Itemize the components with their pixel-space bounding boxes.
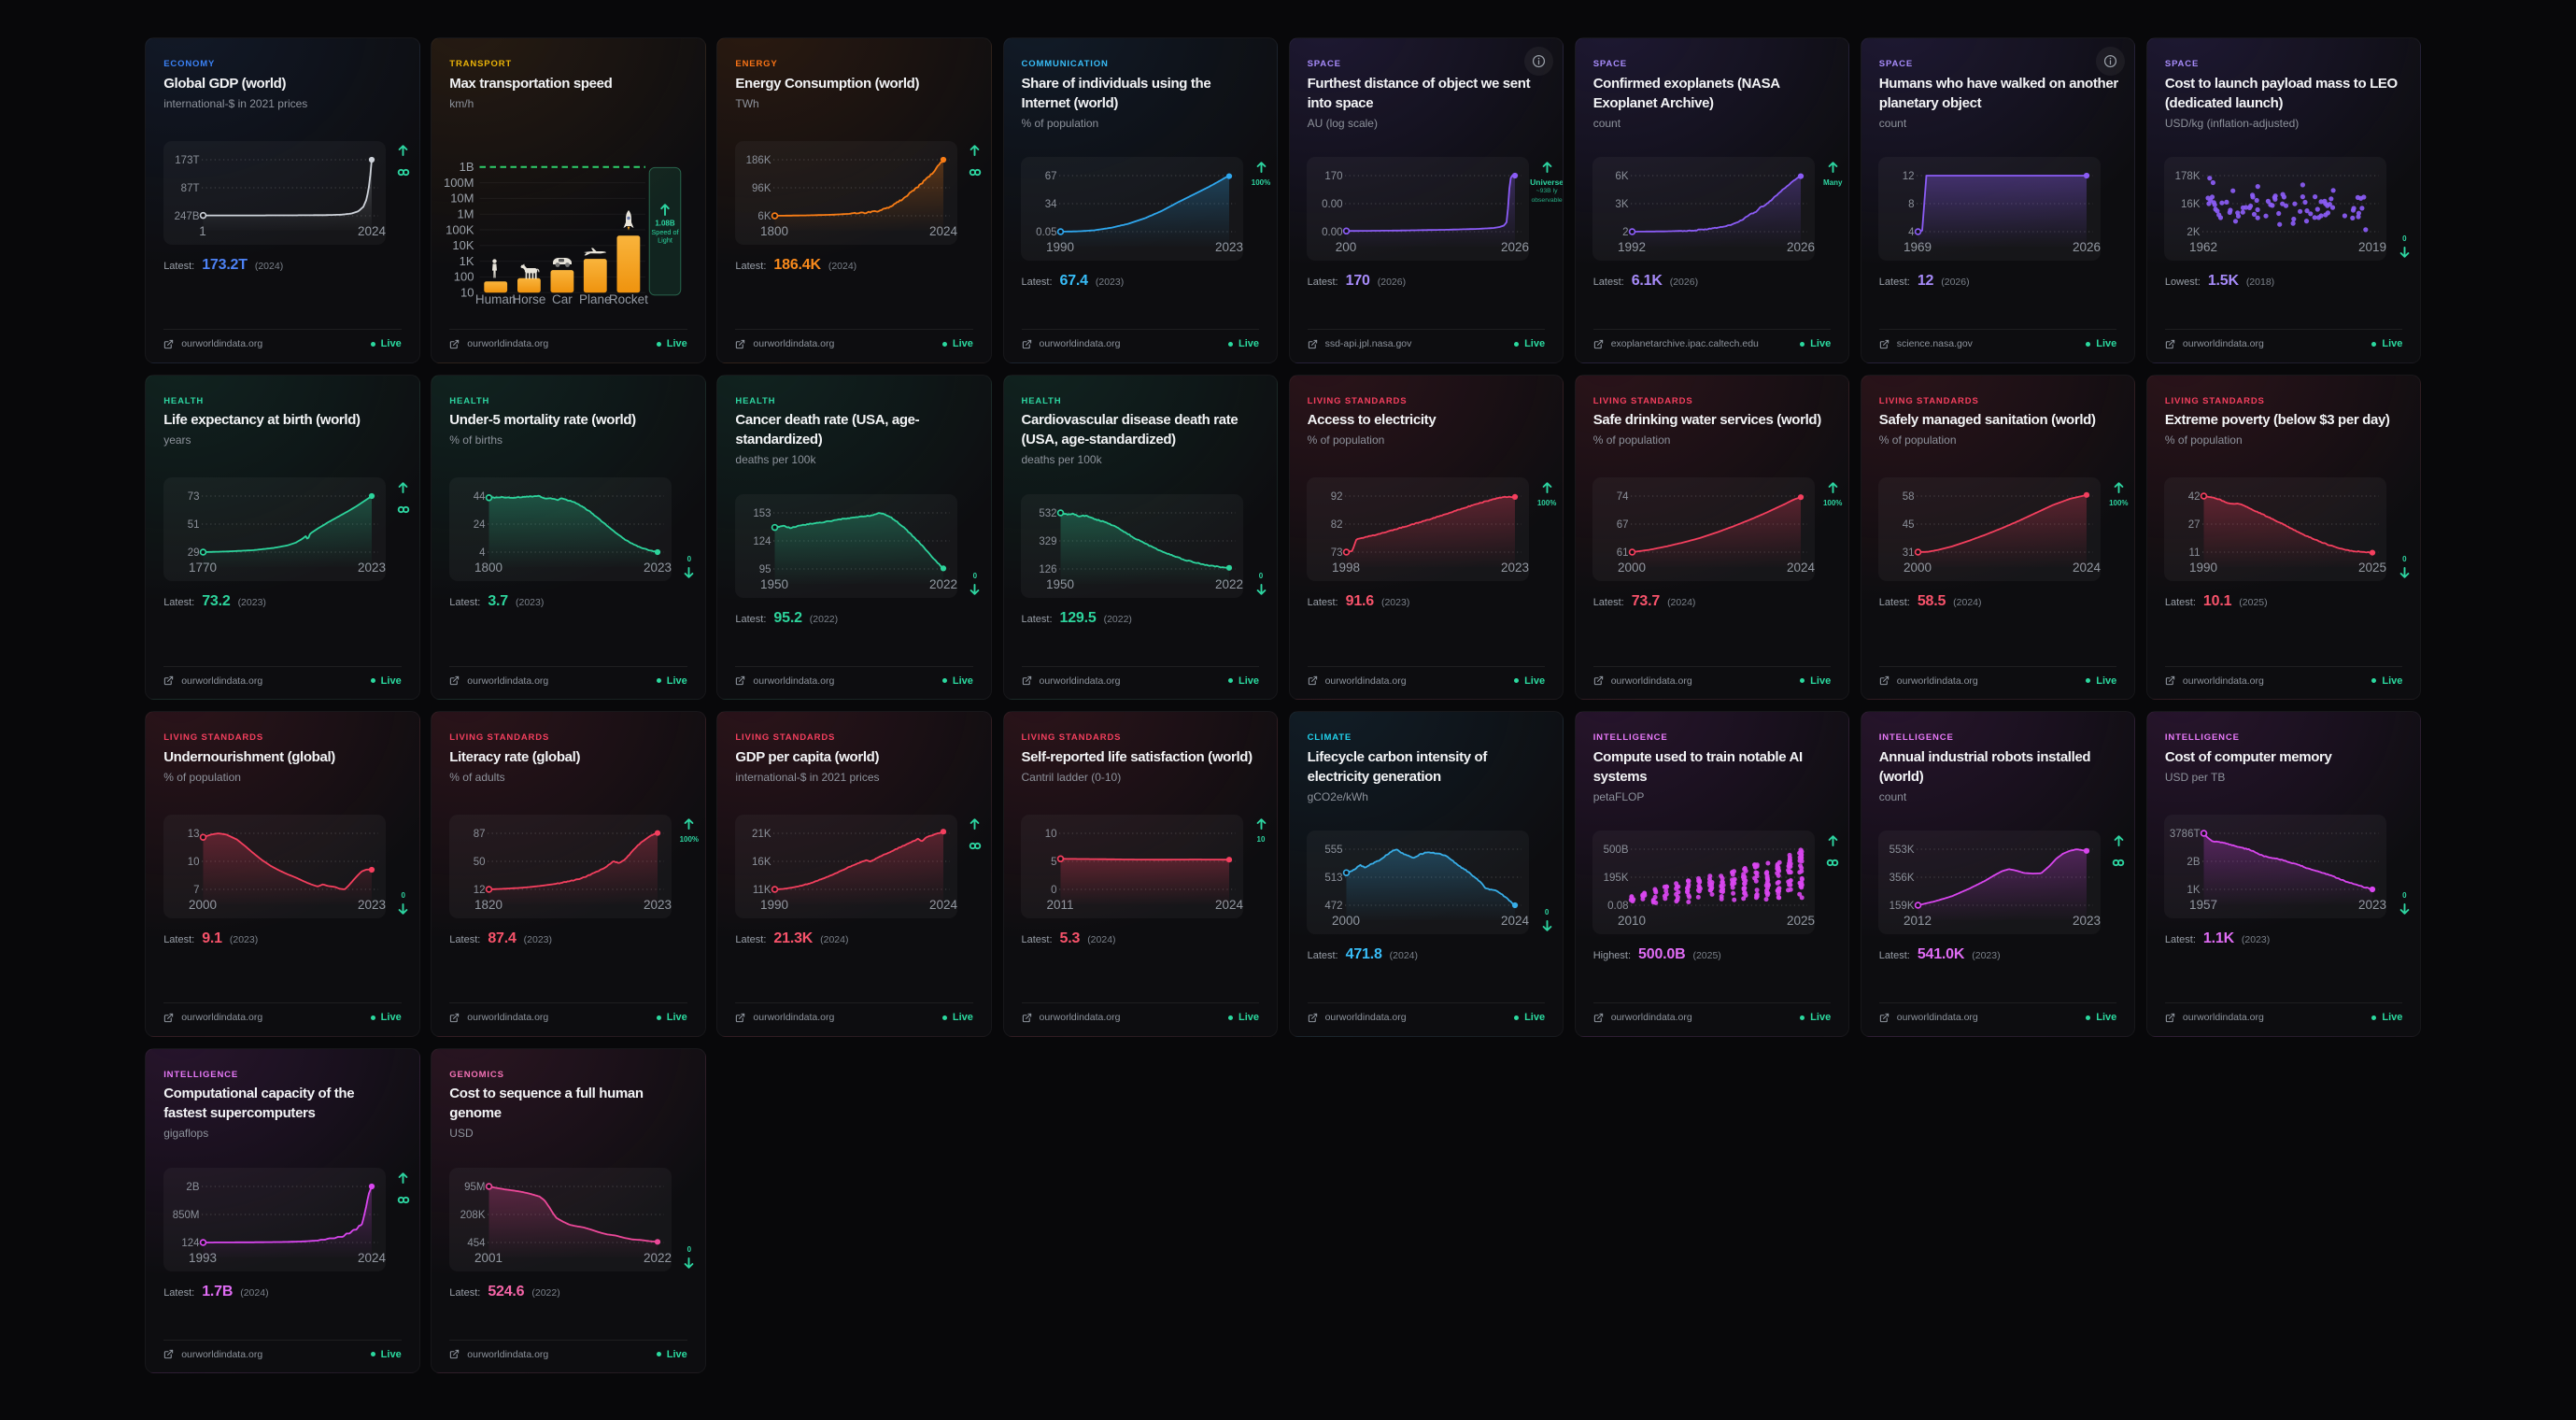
svg-text:42: 42 bbox=[2188, 492, 2201, 504]
svg-text:2B: 2B bbox=[2187, 857, 2201, 868]
svg-text:0.00: 0.00 bbox=[1322, 200, 1342, 211]
svg-text:2K: 2K bbox=[2187, 228, 2201, 239]
svg-text:2: 2 bbox=[1622, 228, 1628, 239]
svg-text:12: 12 bbox=[1903, 172, 1915, 183]
svg-text:12: 12 bbox=[474, 885, 486, 896]
svg-text:96K: 96K bbox=[752, 183, 771, 194]
svg-text:92: 92 bbox=[1331, 492, 1343, 504]
svg-text:159K: 159K bbox=[1890, 902, 1915, 913]
svg-text:45: 45 bbox=[1903, 520, 1915, 532]
svg-text:58: 58 bbox=[1903, 492, 1915, 504]
svg-text:100: 100 bbox=[454, 270, 474, 284]
svg-text:186K: 186K bbox=[746, 155, 771, 166]
svg-text:82: 82 bbox=[1331, 520, 1343, 532]
svg-text:3786T: 3786T bbox=[2170, 829, 2201, 840]
svg-text:87T: 87T bbox=[180, 183, 199, 194]
svg-text:100K: 100K bbox=[446, 223, 474, 237]
svg-text:1: 1 bbox=[199, 224, 206, 238]
svg-text:0: 0 bbox=[1051, 885, 1056, 896]
svg-text:67: 67 bbox=[1045, 172, 1057, 183]
svg-text:472: 472 bbox=[1324, 902, 1342, 913]
svg-text:1K: 1K bbox=[2187, 885, 2201, 896]
svg-text:31: 31 bbox=[1903, 548, 1915, 560]
svg-text:Speed of: Speed of bbox=[652, 228, 680, 236]
svg-text:21K: 21K bbox=[752, 829, 771, 840]
svg-text:24: 24 bbox=[474, 520, 486, 532]
svg-text:50: 50 bbox=[474, 857, 486, 868]
svg-text:13: 13 bbox=[187, 829, 199, 840]
svg-text:0.08: 0.08 bbox=[1607, 902, 1628, 913]
svg-text:16K: 16K bbox=[752, 857, 771, 868]
svg-text:2025: 2025 bbox=[1787, 914, 1815, 928]
svg-text:44: 44 bbox=[474, 492, 486, 504]
svg-text:1K: 1K bbox=[460, 254, 474, 268]
svg-text:95: 95 bbox=[759, 564, 771, 575]
svg-text:195K: 195K bbox=[1604, 873, 1629, 885]
svg-text:10M: 10M bbox=[451, 192, 474, 206]
svg-text:67: 67 bbox=[1617, 520, 1629, 532]
svg-text:124: 124 bbox=[181, 1238, 200, 1249]
svg-text:356K: 356K bbox=[1890, 873, 1915, 885]
svg-text:27: 27 bbox=[2188, 520, 2201, 532]
svg-text:2019: 2019 bbox=[2358, 240, 2386, 254]
svg-text:170: 170 bbox=[1324, 172, 1342, 183]
svg-text:124: 124 bbox=[753, 536, 771, 547]
svg-text:34: 34 bbox=[1045, 200, 1057, 211]
svg-text:555: 555 bbox=[1324, 845, 1342, 857]
svg-text:532: 532 bbox=[1039, 508, 1056, 519]
svg-text:0.05: 0.05 bbox=[1036, 228, 1056, 239]
svg-text:4: 4 bbox=[479, 548, 486, 560]
svg-text:2B: 2B bbox=[186, 1182, 199, 1193]
svg-text:10: 10 bbox=[1045, 829, 1057, 840]
svg-text:553K: 553K bbox=[1890, 845, 1915, 857]
svg-text:6K: 6K bbox=[757, 211, 771, 222]
svg-text:51: 51 bbox=[187, 520, 199, 532]
svg-text:126: 126 bbox=[1039, 564, 1056, 575]
svg-text:29: 29 bbox=[187, 548, 199, 560]
svg-text:61: 61 bbox=[1617, 548, 1629, 560]
svg-text:153: 153 bbox=[753, 508, 771, 519]
svg-text:Rocket: Rocket bbox=[609, 292, 648, 306]
svg-text:1.08B: 1.08B bbox=[656, 220, 676, 228]
svg-text:208K: 208K bbox=[460, 1210, 485, 1221]
svg-text:500B: 500B bbox=[1604, 845, 1629, 857]
svg-text:10K: 10K bbox=[453, 238, 474, 252]
svg-text:1M: 1M bbox=[458, 207, 474, 221]
svg-text:10: 10 bbox=[187, 857, 199, 868]
svg-text:247B: 247B bbox=[174, 211, 199, 222]
svg-text:Horse: Horse bbox=[513, 292, 546, 306]
svg-text:2010: 2010 bbox=[1618, 914, 1646, 928]
svg-text:100M: 100M bbox=[444, 176, 474, 190]
svg-text:74: 74 bbox=[1617, 492, 1629, 504]
svg-text:11K: 11K bbox=[753, 885, 771, 896]
svg-text:6K: 6K bbox=[1616, 172, 1629, 183]
svg-text:1B: 1B bbox=[460, 160, 474, 174]
svg-text:173T: 173T bbox=[175, 155, 199, 166]
svg-text:850M: 850M bbox=[172, 1210, 199, 1221]
svg-text:454: 454 bbox=[467, 1238, 486, 1249]
svg-text:11: 11 bbox=[2189, 548, 2201, 560]
svg-text:8: 8 bbox=[1908, 200, 1914, 211]
svg-text:10: 10 bbox=[460, 286, 474, 300]
svg-text:7: 7 bbox=[193, 885, 199, 896]
svg-text:329: 329 bbox=[1039, 536, 1056, 547]
svg-text:1962: 1962 bbox=[2189, 240, 2217, 254]
svg-text:95M: 95M bbox=[464, 1182, 485, 1193]
svg-text:5: 5 bbox=[1051, 857, 1056, 868]
svg-text:Car: Car bbox=[552, 292, 573, 306]
svg-text:0.00: 0.00 bbox=[1322, 228, 1342, 239]
svg-text:87: 87 bbox=[474, 829, 486, 840]
svg-text:73: 73 bbox=[187, 492, 199, 504]
svg-text:4: 4 bbox=[1908, 228, 1915, 239]
svg-text:513: 513 bbox=[1324, 873, 1342, 885]
svg-text:73: 73 bbox=[1331, 548, 1343, 560]
svg-text:Human: Human bbox=[475, 292, 517, 306]
svg-text:3K: 3K bbox=[1616, 200, 1629, 211]
svg-text:Light: Light bbox=[658, 236, 672, 245]
svg-text:16K: 16K bbox=[2181, 200, 2201, 211]
svg-text:178K: 178K bbox=[2175, 172, 2201, 183]
svg-text:Plane: Plane bbox=[579, 292, 612, 306]
